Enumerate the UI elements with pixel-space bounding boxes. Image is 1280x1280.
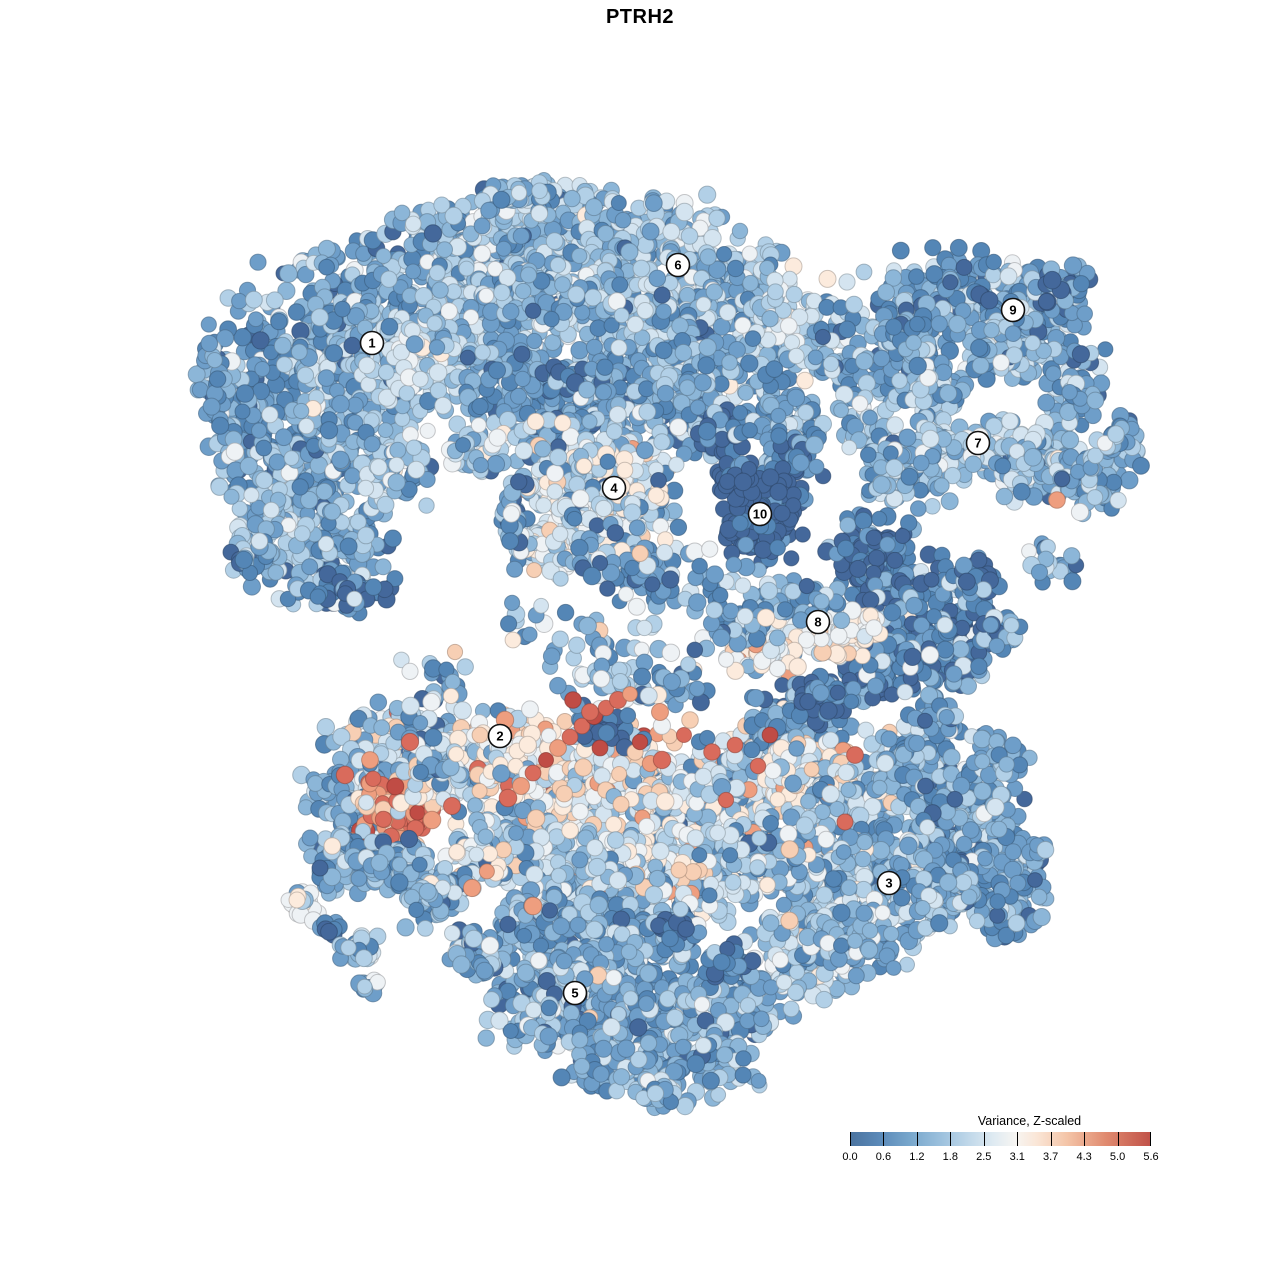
legend-tick-label: 1.2 <box>909 1151 925 1163</box>
legend-tick-labels: 0.0 0.6 1.2 1.8 2.5 3.1 3.7 4.3 5.0 5.6 <box>842 1151 1158 1164</box>
legend-tick-line <box>1050 1132 1052 1146</box>
legend-tick-line <box>916 1132 918 1146</box>
legend-tick-label: 0.6 <box>875 1151 892 1163</box>
legend-tick-label: 2.5 <box>976 1151 992 1163</box>
legend-tick-label: 0.0 <box>842 1151 858 1163</box>
legend-title: Variance, Z-scaled <box>977 1114 1082 1128</box>
cluster-label-5: 5 <box>562 980 588 1006</box>
legend-tick-label: 5.0 <box>1109 1151 1126 1163</box>
legend-tick-label: 5.6 <box>1143 1151 1159 1163</box>
legend-tick-label: 4.3 <box>1076 1151 1092 1163</box>
legend-tick-line <box>950 1132 952 1146</box>
legend-tick-line <box>983 1132 985 1146</box>
cluster-label-1: 1 <box>359 330 385 356</box>
legend-tick-line <box>1017 1132 1019 1146</box>
legend-colorbar <box>850 1132 1151 1146</box>
legend-tick-line <box>1084 1132 1086 1146</box>
cluster-label-2: 2 <box>487 723 513 749</box>
legend-tick-line <box>1150 1132 1151 1146</box>
cluster-label-10: 10 <box>747 501 773 527</box>
cluster-label-8: 8 <box>805 609 831 635</box>
cluster-label-7: 7 <box>965 430 991 456</box>
legend-tick-line <box>1117 1132 1119 1146</box>
cluster-label-4: 4 <box>601 475 627 501</box>
legend: Variance, Z-scaled 0.0 0.6 1.2 1.8 2.5 3.1 3.7… <box>842 1114 1158 1166</box>
legend-tick-label: 1.8 <box>942 1151 958 1163</box>
cluster-label-9: 9 <box>1000 297 1026 323</box>
legend-tick-line <box>850 1132 851 1146</box>
cluster-label-6: 6 <box>665 252 691 278</box>
legend-tick-label: 3.7 <box>1043 1151 1059 1163</box>
cluster-label-3: 3 <box>876 870 902 896</box>
plot-title: PTRH2 <box>605 6 675 28</box>
legend-tick-line <box>883 1132 885 1146</box>
legend-tick-label: 3.1 <box>1009 1151 1025 1163</box>
